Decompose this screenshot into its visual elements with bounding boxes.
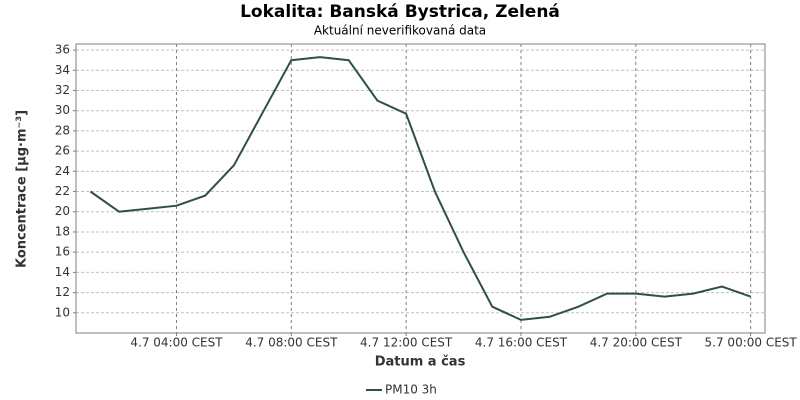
plot-border (75, 43, 766, 334)
grid (76, 44, 765, 333)
x-tick-label: 4.7 20:00 CEST (590, 336, 683, 350)
y-tick-label: 22 (55, 184, 70, 198)
x-tick-label: 4.7 08:00 CEST (245, 336, 338, 350)
y-tick-label: 18 (55, 224, 70, 238)
y-tick-label: 10 (55, 305, 70, 319)
y-tick-label: 20 (55, 204, 70, 218)
x-tick-label: 4.7 12:00 CEST (360, 336, 453, 350)
y-tick-label: 28 (55, 123, 70, 137)
x-tick-label: 5.7 00:00 CEST (705, 336, 798, 350)
y-axis-label: Koncentrace [µg·m⁻³] (15, 110, 30, 268)
y-tick-label: 14 (55, 265, 70, 279)
y-tick-label: 26 (55, 144, 70, 158)
y-tick-label: 32 (55, 83, 70, 97)
plot (89, 56, 751, 321)
y-tick-label: 34 (55, 63, 70, 77)
y-tick-label: 36 (55, 43, 70, 57)
y-tick-label: 12 (55, 285, 70, 299)
data-line (89, 56, 751, 321)
x-tick-label: 4.7 16:00 CEST (475, 336, 568, 350)
y-tick-label: 30 (55, 103, 70, 117)
x-axis-label: Datum a čas (375, 355, 466, 370)
chart-title: Lokalita: Banská Bystrica, Zelená (240, 2, 560, 22)
chart-subtitle: Aktuální neverifikovaná data (314, 24, 486, 38)
legend-label: PM10 3h (385, 383, 437, 397)
y-tick-label: 16 (55, 245, 70, 259)
y-tick-label: 24 (55, 164, 70, 178)
x-tick-label: 4.7 04:00 CEST (130, 336, 223, 350)
